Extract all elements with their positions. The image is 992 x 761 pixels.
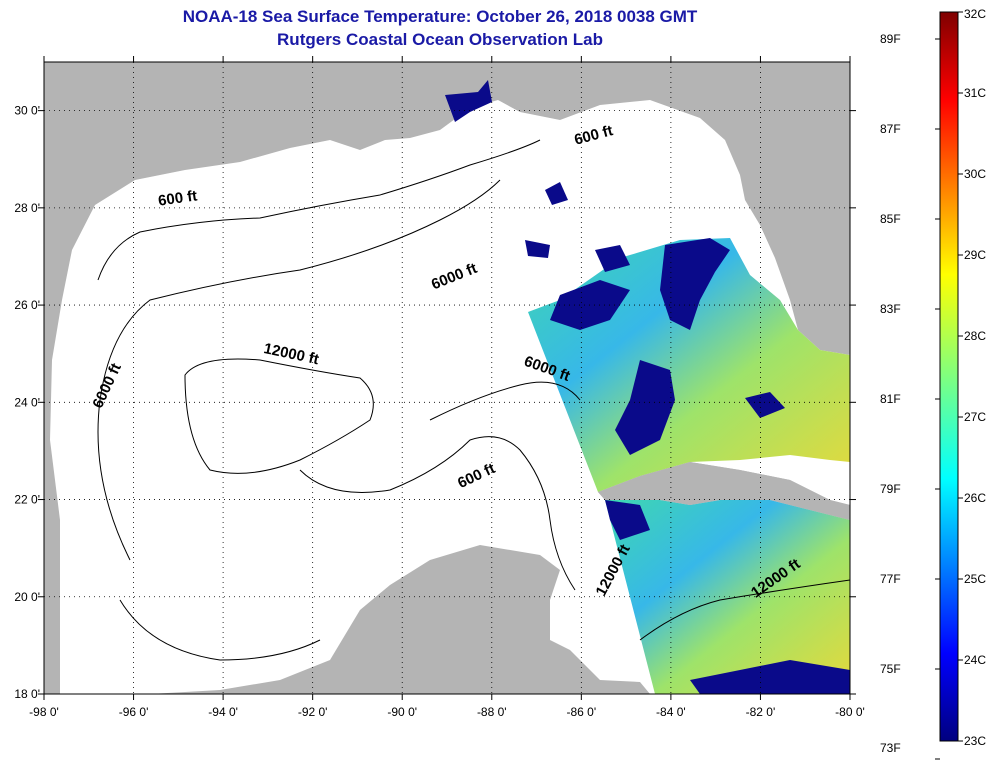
colorbar-label-c: 25C: [964, 572, 986, 586]
contour-6000ft: [97, 179, 501, 561]
cloud-patch: [745, 392, 785, 418]
lat-tick-label: 20 0': [14, 590, 40, 604]
colorbar-label-f: 89F: [880, 32, 901, 46]
lon-tick-label: -88 0': [477, 705, 507, 719]
map-subtitle: Rutgers Coastal Ocean Observation Lab: [277, 30, 603, 49]
lat-tick-label: 18 0': [14, 687, 40, 701]
cloud-patch: [445, 80, 492, 122]
lon-tick-label: -90 0': [387, 705, 417, 719]
colorbar-label-f: 85F: [880, 212, 901, 226]
contour-12000ft: [184, 358, 374, 474]
colorbar-label-c: 31C: [964, 86, 986, 100]
colorbar-label-c: 27C: [964, 410, 986, 424]
cloud-patch: [660, 238, 730, 330]
cloud-patch: [545, 182, 568, 205]
lon-tick-label: -94 0': [208, 705, 238, 719]
colorbar-label-f: 81F: [880, 392, 901, 406]
lat-tick-label: 26 0': [14, 298, 40, 312]
lat-tick-label: 28 0': [14, 201, 40, 215]
lon-tick-label: -82 0': [746, 705, 776, 719]
colorbar-label-f: 73F: [880, 741, 901, 755]
axis-ticks: -98 0' -96 0' -94 0' -92 0' -90 0' -88 0' -86 …: [14, 56, 865, 719]
lon-tick-label: -80 0': [835, 705, 865, 719]
colorbar-label-f: 79F: [880, 482, 901, 496]
lon-tick-label: -96 0': [119, 705, 149, 719]
lon-tick-label: -92 0': [298, 705, 328, 719]
colorbar-label-c: 29C: [964, 248, 986, 262]
lon-tick-label: -86 0': [567, 705, 597, 719]
colorbar-label-f: 83F: [880, 302, 901, 316]
colorbar-label-c: 23C: [964, 734, 986, 748]
lon-tick-label: -98 0': [29, 705, 59, 719]
colorbar-label-c: 28C: [964, 329, 986, 343]
cuba-overlay: [598, 462, 850, 520]
cloud-patch: [605, 500, 650, 540]
contour-label: 600 ft: [157, 187, 198, 209]
plot-frame: [43, 61, 851, 695]
colorbar-label-c: 32C: [964, 7, 986, 21]
lat-tick-label: 24 0': [14, 395, 40, 409]
contour-outer: [119, 599, 321, 661]
colorbar-label-f: 77F: [880, 572, 901, 586]
colorbar-label-c: 26C: [964, 491, 986, 505]
lat-tick-label: 30 0': [14, 104, 40, 118]
cloud-patch: [525, 240, 550, 258]
lon-tick-label: -84 0': [656, 705, 686, 719]
colorbar-labels: 32C 31C 30C 29C 28C 27C 26C 25C 24C 23C 89F 87F 85F 8…: [880, 7, 986, 760]
contour-600ft-yucatan: [299, 436, 576, 591]
colorbar-label-f: 75F: [880, 662, 901, 676]
map-title: NOAA-18 Sea Surface Temperature: October…: [182, 7, 698, 26]
contour-6000ft-east: [429, 381, 581, 421]
colorbar-label-f: 87F: [880, 122, 901, 136]
colorbar-label-c: 30C: [964, 167, 986, 181]
grid-lines: [44, 62, 850, 694]
cloud-patch: [615, 360, 675, 455]
sst-swath-south: [605, 500, 850, 694]
cloud-patch: [595, 245, 630, 272]
lat-tick-label: 22 0': [14, 493, 40, 507]
colorbar: [939, 11, 959, 742]
contour-12000ft-south: [639, 579, 850, 641]
colorbar-label-c: 24C: [964, 653, 986, 667]
cloud-patch: [690, 660, 850, 694]
